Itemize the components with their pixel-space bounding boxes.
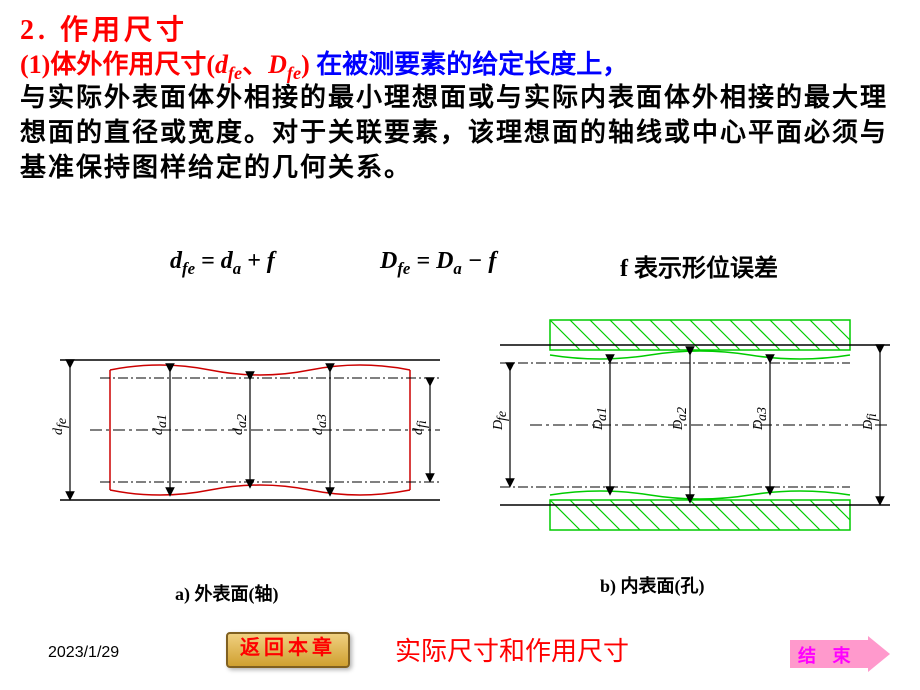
section-title: 2. 作用尺寸: [20, 8, 188, 48]
svg-text:a2: a2: [235, 414, 250, 428]
svg-text:fe: fe: [495, 411, 510, 421]
svg-text:fi: fi: [865, 413, 880, 421]
date-label: 2023/1/29: [48, 644, 119, 662]
subtitle-tail: 在被测要素的给定长度上，: [310, 50, 629, 79]
caption-b: b) 内表面(孔): [600, 572, 705, 598]
formula-2: Dfe = Da − f: [380, 248, 496, 279]
end-button[interactable]: 结 束: [790, 636, 890, 672]
svg-text:a1: a1: [595, 407, 610, 421]
sep: 、: [242, 50, 268, 79]
svg-text:a2: a2: [675, 407, 690, 421]
svg-text:a3: a3: [755, 407, 770, 421]
subtitle: (1)体外作用尺寸(dfe、Dfe) 在被测要素的给定长度上，: [20, 44, 628, 84]
end-button-label: 结 束: [798, 642, 857, 668]
sym-Dfe: Dfe: [268, 50, 301, 79]
formula-1: dfe = da + f: [170, 248, 275, 279]
svg-text:a1: a1: [155, 414, 170, 428]
svg-text:fi: fi: [415, 420, 430, 428]
svg-text:fe: fe: [55, 418, 70, 428]
subtitle-prefix: (1)体外作用尺寸(: [20, 50, 215, 79]
slide-footer-title: 实际尺寸和作用尺寸: [395, 631, 629, 668]
sym-dfe: dfe: [215, 50, 242, 79]
svg-text:a3: a3: [315, 414, 330, 428]
diagrams-svg: d fe d a1 d a2 d a3 d fi: [0, 310, 920, 560]
subtitle-suffix: ): [301, 50, 310, 79]
body-paragraph: 与实际外表面体外相接的最小理想面或与实际内表面体外相接的最大理想面的直径或宽度。…: [20, 80, 900, 185]
return-chapter-button[interactable]: 返回本章: [226, 632, 350, 668]
caption-a: a) 外表面(轴): [175, 580, 278, 606]
formula-note: f 表示形位误差: [620, 248, 778, 283]
